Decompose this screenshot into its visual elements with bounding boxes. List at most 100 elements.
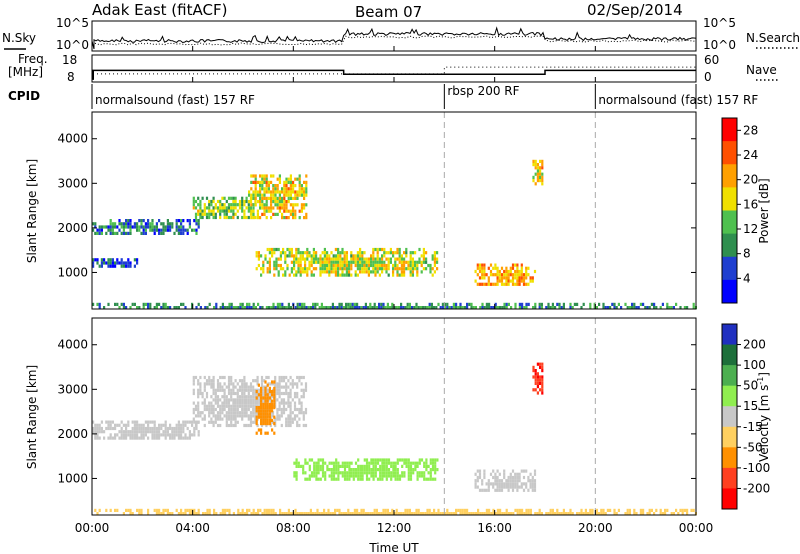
echo-cell <box>257 254 260 258</box>
echo-cell <box>492 482 495 486</box>
echo-cell <box>374 471 377 475</box>
echo-cell <box>498 485 501 489</box>
echo-cell <box>422 251 425 255</box>
echo-cell <box>210 411 213 415</box>
echo-cell <box>346 464 349 468</box>
velocity-echo-region-4 <box>474 469 537 492</box>
echo-cell <box>227 398 231 402</box>
echo-cell <box>98 302 101 306</box>
echo-cell <box>180 430 183 434</box>
echo-cell <box>383 471 386 475</box>
echo-cell <box>514 485 517 489</box>
echo-cell <box>376 267 379 271</box>
echo-cell <box>203 401 206 405</box>
echo-cell <box>472 512 475 516</box>
echo-cell <box>536 172 539 176</box>
echo-cell <box>293 254 296 258</box>
echo-cell <box>474 485 477 489</box>
colorbar-tick-label: 8 <box>743 247 751 261</box>
echo-cell <box>409 471 413 475</box>
colorbar-segment <box>722 488 737 510</box>
echo-cell <box>147 512 150 516</box>
echo-cell <box>274 212 277 216</box>
echo-cell <box>305 180 308 184</box>
echo-cell <box>496 482 499 486</box>
echo-cell <box>617 508 620 512</box>
echo-cell <box>227 388 231 392</box>
echo-cell <box>380 302 383 306</box>
echo-cell <box>372 254 375 258</box>
echo-cell <box>470 306 473 310</box>
echo-cell <box>182 436 185 440</box>
echo-cell <box>175 508 178 512</box>
echo-cell <box>394 260 397 264</box>
echo-cell <box>412 471 415 475</box>
echo-cell <box>230 388 233 392</box>
echo-cell <box>539 172 542 176</box>
echo-cell <box>400 270 403 274</box>
echo-cell <box>372 464 375 468</box>
echo-cell <box>420 260 423 264</box>
echo-cell <box>191 228 194 232</box>
echo-cell <box>252 401 255 405</box>
echo-cell <box>219 407 222 412</box>
echo-cell <box>534 166 537 170</box>
echo-cell <box>376 251 379 255</box>
echo-cell <box>283 512 286 516</box>
echo-cell <box>243 423 246 428</box>
echo-cell <box>305 184 308 188</box>
echo-cell <box>197 414 200 418</box>
echo-cell <box>315 468 318 472</box>
colorbar-tick-label: 4 <box>743 271 751 285</box>
echo-cell <box>223 414 226 418</box>
echo-cell <box>363 464 366 468</box>
echo-cell <box>166 228 169 232</box>
echo-cell <box>518 508 521 512</box>
echo-cell <box>262 270 265 274</box>
velocity-panel-frame <box>91 317 697 516</box>
echo-cell <box>263 508 266 512</box>
echo-cell <box>243 404 246 408</box>
echo-cell <box>125 222 128 226</box>
echo-cell <box>302 471 305 475</box>
echo-cell <box>376 260 379 264</box>
echo-cell <box>273 406 276 410</box>
echo-cell <box>194 206 198 210</box>
echo-cell <box>223 215 226 220</box>
echo-cell <box>295 251 298 255</box>
echo-cell <box>534 302 537 306</box>
echo-cell <box>356 260 359 264</box>
echo-cell <box>180 302 183 306</box>
echo-cell <box>116 433 119 437</box>
echo-cell <box>541 362 544 366</box>
echo-cell <box>166 430 169 434</box>
echo-cell <box>245 398 248 402</box>
echo-cell <box>290 267 293 271</box>
echo-cell <box>98 231 101 235</box>
power-colorbar-label: Power [dB] <box>757 178 771 243</box>
echo-cell <box>476 263 479 267</box>
echo-cell <box>487 266 490 270</box>
echo-cell <box>208 508 211 512</box>
echo-cell <box>265 174 268 178</box>
echo-cell <box>111 258 114 262</box>
echo-cell <box>326 257 329 261</box>
echo-cell <box>259 180 262 184</box>
echo-cell <box>177 306 180 310</box>
echo-cell <box>521 512 524 516</box>
echo-cell <box>478 263 482 267</box>
echo-cell <box>390 471 393 475</box>
echo-cell <box>256 375 259 380</box>
echo-cell <box>408 306 411 310</box>
y-tick-label: 3000 <box>57 382 88 396</box>
echo-cell <box>269 391 272 396</box>
echo-cell <box>256 190 259 194</box>
echo-cell <box>371 512 374 516</box>
echo-cell <box>354 461 358 465</box>
echo-cell <box>593 306 596 310</box>
echo-cell <box>363 468 366 472</box>
power-data <box>92 112 697 310</box>
echo-cell <box>265 177 268 181</box>
echo-cell <box>489 472 493 476</box>
